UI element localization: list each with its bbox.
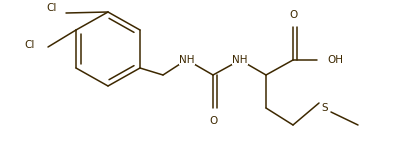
Text: Cl: Cl [47,3,57,13]
Text: NH: NH [179,55,195,65]
Text: O: O [209,116,217,126]
Text: Cl: Cl [25,40,35,50]
Text: NH: NH [232,55,248,65]
Text: S: S [322,103,328,113]
Text: OH: OH [327,55,343,65]
Text: O: O [289,10,297,20]
